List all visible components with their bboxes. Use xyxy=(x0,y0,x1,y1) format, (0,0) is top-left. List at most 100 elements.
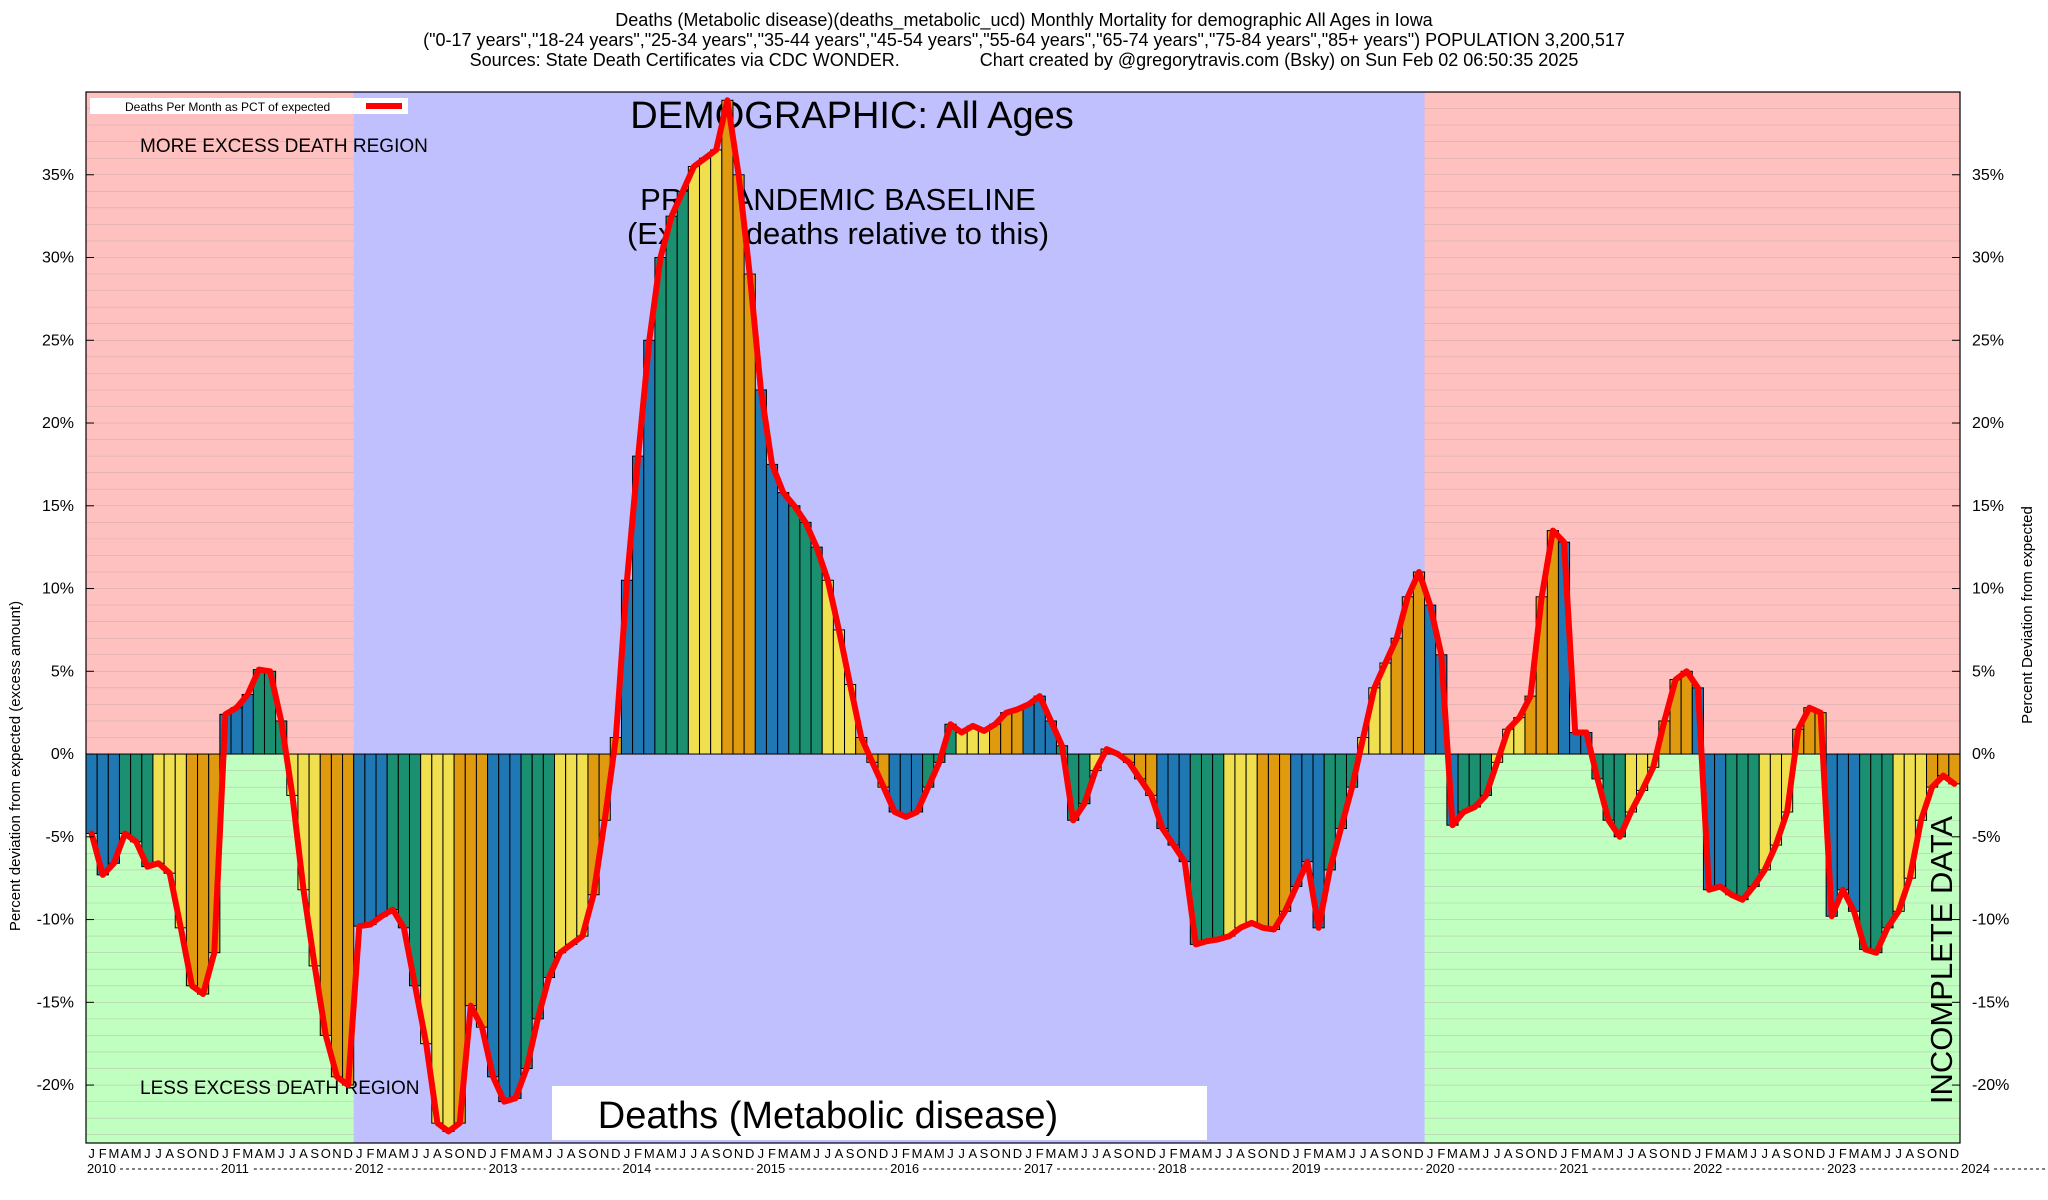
month-label: J xyxy=(958,1146,965,1161)
month-label: O xyxy=(187,1146,197,1161)
month-label: M xyxy=(934,1146,945,1161)
month-label: J xyxy=(1025,1146,1032,1161)
month-label: A xyxy=(1236,1146,1245,1161)
month-label: J xyxy=(546,1146,553,1161)
bar-41 xyxy=(542,753,555,978)
year-label: 2024 xyxy=(1961,1161,1990,1176)
month-label: J xyxy=(144,1146,151,1161)
month-label: O xyxy=(1258,1146,1268,1161)
bottom-title-box xyxy=(552,1086,1207,1140)
bar-84 xyxy=(1022,703,1035,755)
bar-39 xyxy=(520,753,533,1070)
ytick-label-right: -15% xyxy=(1972,994,2009,1011)
bar-117 xyxy=(1390,637,1403,755)
ytick-label-left: 20% xyxy=(42,415,74,432)
month-label: A xyxy=(968,1146,977,1161)
month-label: S xyxy=(846,1146,855,1161)
ytick-label-left: -20% xyxy=(37,1077,74,1094)
month-label: J xyxy=(1483,1146,1490,1161)
month-label: S xyxy=(444,1146,453,1161)
bar-98 xyxy=(1178,753,1191,863)
month-label: O xyxy=(1124,1146,1134,1161)
ytick-label-right: 10% xyxy=(1972,581,2004,598)
month-label: M xyxy=(510,1146,521,1161)
bar-97 xyxy=(1167,753,1180,846)
month-label: S xyxy=(980,1146,989,1161)
bar-35 xyxy=(475,753,489,1028)
month-label: D xyxy=(1548,1146,1557,1161)
month-label: N xyxy=(734,1146,743,1161)
month-label: J xyxy=(1617,1146,1624,1161)
month-label: A xyxy=(1905,1146,1914,1161)
month-label: M xyxy=(242,1146,253,1161)
month-label: O xyxy=(1659,1146,1669,1161)
month-label: N xyxy=(1002,1146,1011,1161)
bar-30 xyxy=(420,753,433,1045)
month-label: J xyxy=(813,1146,820,1161)
year-label: 2019 xyxy=(1292,1161,1321,1176)
bar-3 xyxy=(118,753,132,834)
month-label: A xyxy=(433,1146,442,1161)
ytick-label-left: -10% xyxy=(37,912,74,929)
less-excess-label: LESS EXCESS DEATH REGION xyxy=(140,1078,419,1099)
month-label: J xyxy=(1293,1146,1300,1161)
month-label: A xyxy=(522,1146,531,1161)
month-label: A xyxy=(1325,1146,1334,1161)
month-label: M xyxy=(1715,1146,1726,1161)
bar-42 xyxy=(554,753,567,954)
month-label: D xyxy=(745,1146,754,1161)
month-label: N xyxy=(1403,1146,1412,1161)
bar-105 xyxy=(1256,753,1269,929)
bar-78 xyxy=(955,732,968,755)
bar-103 xyxy=(1234,753,1247,929)
ytick-label-left: 30% xyxy=(42,250,74,267)
y-axis-ticks: -20% -20% -15% -15% -10% -10% -5% -5% 0% 0% 5% 5% 10… xyxy=(37,167,2010,1094)
month-label: J xyxy=(557,1146,564,1161)
month-label: M xyxy=(131,1146,142,1161)
month-label: A xyxy=(1772,1146,1781,1161)
month-label: J xyxy=(1081,1146,1088,1161)
month-label: S xyxy=(176,1146,185,1161)
bar-13 xyxy=(230,707,243,755)
bar-52 xyxy=(665,215,678,755)
month-label: F xyxy=(634,1146,642,1161)
bar-61 xyxy=(765,463,779,755)
month-label: N xyxy=(1269,1146,1278,1161)
bar-143 xyxy=(1680,670,1693,755)
bar-26 xyxy=(375,753,388,917)
month-label: F xyxy=(500,1146,508,1161)
ytick-label-right: -10% xyxy=(1972,912,2009,929)
month-label: F xyxy=(1170,1146,1178,1161)
bar-146 xyxy=(1714,753,1727,887)
ytick-label-right: -20% xyxy=(1972,1077,2009,1094)
year-label: 2016 xyxy=(890,1161,919,1176)
month-label: A xyxy=(701,1146,710,1161)
year-label: 2010 xyxy=(87,1161,116,1176)
month-label: F xyxy=(1303,1146,1311,1161)
month-label: N xyxy=(466,1146,475,1161)
bar-83 xyxy=(1011,708,1024,755)
bar-38 xyxy=(509,753,522,1099)
bar-28 xyxy=(397,753,410,929)
month-label: J xyxy=(1561,1146,1568,1161)
legend-box xyxy=(90,98,408,114)
month-label: J xyxy=(624,1146,631,1161)
month-label: J xyxy=(1695,1146,1702,1161)
month-label: D xyxy=(210,1146,219,1161)
month-label: J xyxy=(1494,1146,1501,1161)
bar-150 xyxy=(1758,753,1771,871)
bar-160 xyxy=(1870,753,1883,954)
legend-label: Deaths Per Month as PCT of expected xyxy=(125,100,330,114)
bar-53 xyxy=(676,190,689,755)
bar-24 xyxy=(353,753,366,927)
month-label: J xyxy=(490,1146,497,1161)
month-label: A xyxy=(1058,1146,1067,1161)
month-label: S xyxy=(1247,1146,1256,1161)
month-label: F xyxy=(1036,1146,1044,1161)
month-label: M xyxy=(1335,1146,1346,1161)
ytick-label-right: -5% xyxy=(1972,829,2000,846)
incomplete-data-label: INCOMPLETE DATA xyxy=(1924,816,1959,1105)
bar-40 xyxy=(531,753,544,1020)
month-label: J xyxy=(1226,1146,1233,1161)
